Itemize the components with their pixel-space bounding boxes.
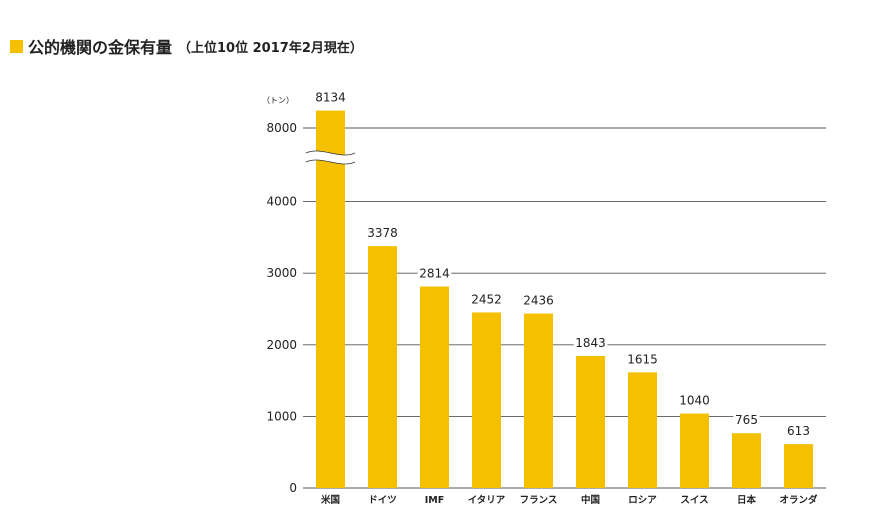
value-label-bg-オランダ [785,423,812,438]
y-tick-label-0: 0 [289,481,297,495]
y-axis-unit-label: （トン） [262,96,294,105]
value-label-bg-中国 [573,335,608,350]
value-label-bg-ドイツ [365,225,400,240]
bar-フランス [524,313,553,488]
value-label-イタリア: 2452 [471,292,502,306]
bar-IMF [420,286,449,488]
axis-break-line-bottom [305,159,356,165]
chart-header: 公的機関の金保有量 （上位10位 2017年2月現在） [10,34,363,58]
y-tick-label-2000: 2000 [266,338,297,352]
x-tick-label-ロシア: ロシア [628,495,657,506]
value-label-bg-ロシア [625,351,660,366]
bar-ドイツ [368,246,397,488]
value-label-ロシア: 1615 [627,352,658,366]
value-label-スイス: 1040 [679,394,710,408]
bar-米国 [316,110,345,488]
bar-オランダ [784,444,813,488]
x-tick-label-中国: 中国 [581,494,600,506]
x-tick-label-ドイツ: ドイツ [368,495,397,506]
value-label-ドイツ: 3378 [367,226,398,240]
value-label-IMF: 2814 [419,267,450,281]
y-tick-label-1000: 1000 [266,409,297,423]
value-label-中国: 1843 [575,336,606,350]
x-tick-label-イタリア: イタリア [468,494,506,506]
chart-subtitle: （上位10位 2017年2月現在） [178,40,363,56]
x-tick-label-フランス: フランス [520,495,558,506]
value-label-bg-日本 [733,412,760,427]
value-label-bg-イタリア [469,291,504,306]
x-tick-label-オランダ: オランダ [779,494,818,506]
value-label-bg-フランス [521,292,556,307]
x-tick-label-IMF: IMF [425,495,444,506]
y-tick-label-4000: 4000 [266,195,297,209]
bar-スイス [680,413,709,488]
title-marker-square [10,39,23,53]
y-tick-label-3000: 3000 [266,266,297,280]
y-tick-label-8000: 8000 [266,121,297,135]
x-tick-label-米国: 米国 [320,494,340,506]
axis-break-gap [306,150,355,165]
x-tick-label-日本: 日本 [737,494,757,506]
bar-中国 [576,356,605,488]
axis-break-line-top [305,150,356,156]
bar-イタリア [472,312,501,488]
value-label-日本: 765 [735,413,758,427]
value-label-bg-米国 [313,89,348,104]
chart-title: 公的機関の金保有量 [28,38,173,57]
bar-ロシア [628,372,657,488]
value-label-bg-スイス [677,392,712,407]
value-label-フランス: 2436 [523,294,554,308]
bar-日本 [732,433,761,488]
value-label-オランダ: 613 [787,424,810,438]
x-tick-label-スイス: スイス [680,495,708,506]
value-label-米国: 8134 [315,91,346,105]
value-label-bg-IMF [417,265,452,280]
